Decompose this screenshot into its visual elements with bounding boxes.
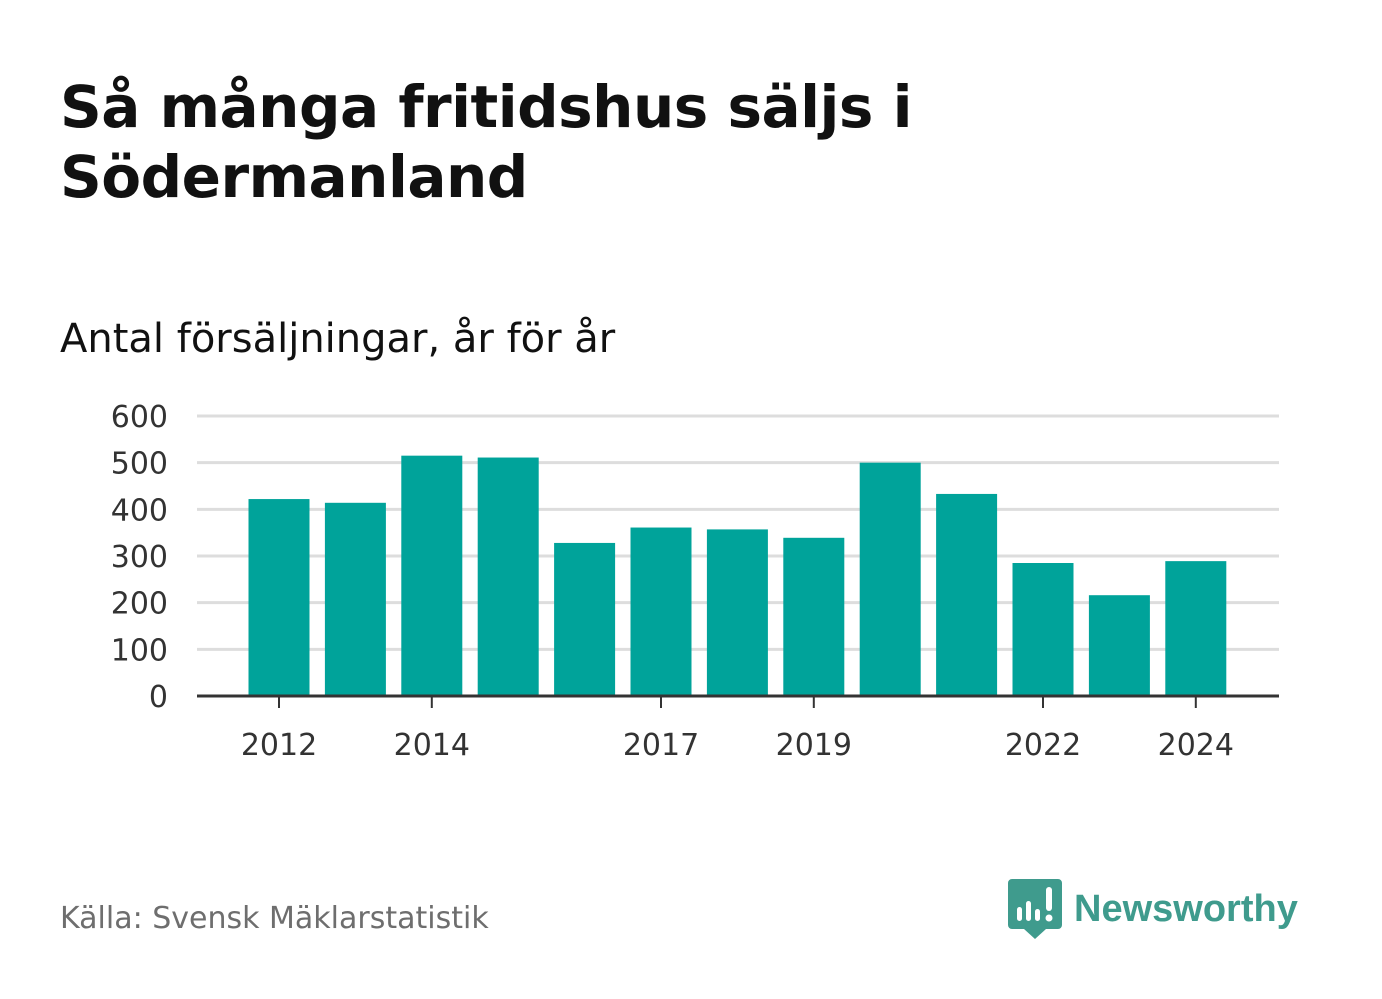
bar-2013 xyxy=(324,502,386,696)
bar-2015 xyxy=(477,457,539,696)
bar-2016 xyxy=(554,542,616,696)
x-axis: 2012 2014 2017 2019 2022 2024 xyxy=(197,694,1279,763)
bar-2019 xyxy=(783,537,845,696)
bar-2020 xyxy=(859,462,921,696)
bar-2014 xyxy=(401,455,463,696)
bar-2012 xyxy=(248,499,310,696)
bar-2017 xyxy=(630,527,692,696)
bar-2023 xyxy=(1088,595,1150,696)
bar-2018 xyxy=(706,529,768,696)
x-tick-label: 2017 xyxy=(623,728,699,763)
y-tick-label: 300 xyxy=(111,540,168,575)
bar-2024 xyxy=(1165,561,1227,696)
bar-chart: 0 100 200 300 400 500 600 2012 2014 2017 2019 2022… xyxy=(111,400,1279,763)
y-tick-label: 500 xyxy=(111,447,168,482)
brand-logo[interactable]: Newsworthy xyxy=(1008,876,1298,942)
bars xyxy=(248,455,1227,696)
source-credit: Källa: Svensk Mäklarstatistik xyxy=(60,901,489,936)
x-tick-label: 2022 xyxy=(1005,728,1081,763)
y-tick-label: 100 xyxy=(111,633,168,668)
chart-title: Så många fritidshus säljs i Södermanland xyxy=(60,73,913,211)
chart-subtitle: Antal försäljningar, år för år xyxy=(60,316,616,362)
x-tick-label: 2019 xyxy=(776,728,852,763)
y-tick-label: 600 xyxy=(111,400,168,435)
y-tick-label: 200 xyxy=(111,587,168,622)
x-tick-label: 2014 xyxy=(394,728,470,763)
y-tick-label: 400 xyxy=(111,493,168,528)
y-tick-label: 0 xyxy=(149,680,168,715)
y-axis-ticks: 0 100 200 300 400 500 600 xyxy=(111,400,168,715)
x-tick-label: 2012 xyxy=(241,728,317,763)
newsworthy-logo-icon xyxy=(1008,879,1062,939)
bar-2022 xyxy=(1012,563,1074,696)
bar-2021 xyxy=(936,493,998,696)
x-tick-label: 2024 xyxy=(1158,728,1234,763)
brand-name: Newsworthy xyxy=(1074,887,1298,930)
